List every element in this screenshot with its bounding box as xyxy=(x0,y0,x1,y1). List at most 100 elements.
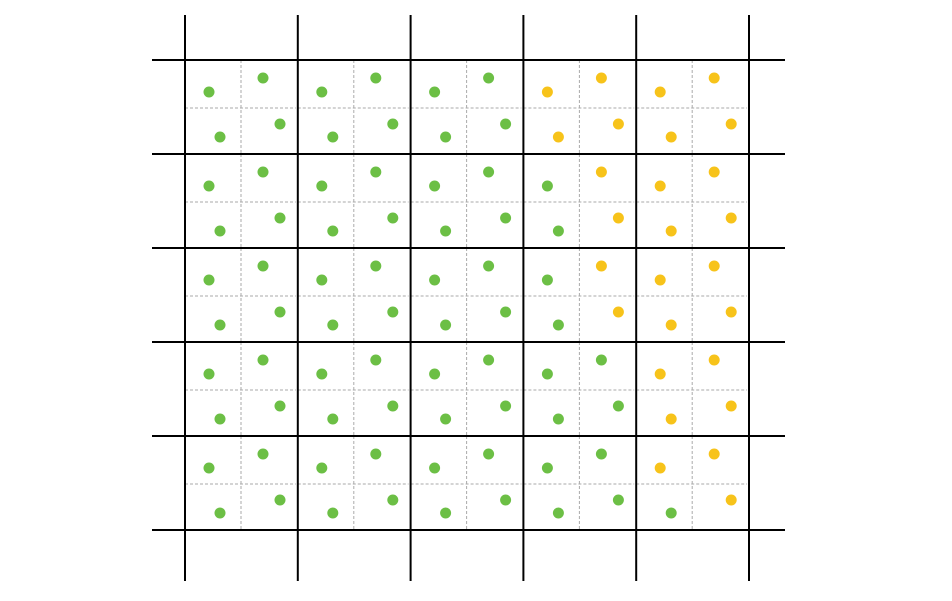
dot xyxy=(500,306,512,318)
dot xyxy=(257,448,269,460)
dot xyxy=(274,494,286,506)
dot xyxy=(440,131,452,143)
dot xyxy=(370,72,382,84)
dot xyxy=(665,413,677,425)
dot xyxy=(725,212,737,224)
dot xyxy=(257,166,269,178)
dot xyxy=(429,86,441,98)
dot xyxy=(429,462,441,474)
dot xyxy=(387,118,399,130)
dot xyxy=(214,131,226,143)
dot xyxy=(370,260,382,272)
dot xyxy=(595,166,607,178)
dot xyxy=(483,260,495,272)
dot xyxy=(257,354,269,366)
dot xyxy=(552,225,564,237)
dot xyxy=(612,494,624,506)
dot xyxy=(203,274,215,286)
dot xyxy=(500,118,512,130)
dot xyxy=(316,368,328,380)
dot xyxy=(203,180,215,192)
dot xyxy=(327,131,339,143)
dot xyxy=(552,507,564,519)
dot xyxy=(429,368,441,380)
dot xyxy=(552,319,564,331)
dot xyxy=(274,400,286,412)
dot xyxy=(214,319,226,331)
dot xyxy=(541,274,553,286)
dot xyxy=(665,319,677,331)
dot xyxy=(725,306,737,318)
dot xyxy=(541,368,553,380)
dot xyxy=(440,225,452,237)
dot xyxy=(327,225,339,237)
dot xyxy=(500,494,512,506)
dot xyxy=(725,494,737,506)
dot xyxy=(708,166,720,178)
dot xyxy=(654,462,666,474)
dot xyxy=(203,368,215,380)
dot xyxy=(552,413,564,425)
dot xyxy=(203,86,215,98)
dot xyxy=(429,274,441,286)
dot xyxy=(483,448,495,460)
dot xyxy=(708,72,720,84)
dot xyxy=(612,118,624,130)
dot xyxy=(274,306,286,318)
dot xyxy=(257,72,269,84)
dot xyxy=(316,180,328,192)
dot xyxy=(654,274,666,286)
dot xyxy=(654,180,666,192)
dot xyxy=(595,260,607,272)
dot xyxy=(483,72,495,84)
dot xyxy=(708,354,720,366)
dot xyxy=(370,448,382,460)
dot xyxy=(316,274,328,286)
dot xyxy=(541,462,553,474)
dot xyxy=(440,413,452,425)
dot xyxy=(483,354,495,366)
dot xyxy=(483,166,495,178)
dot xyxy=(387,306,399,318)
dot xyxy=(316,462,328,474)
dot xyxy=(725,400,737,412)
dot xyxy=(429,180,441,192)
dot xyxy=(274,212,286,224)
dot xyxy=(370,166,382,178)
dot xyxy=(327,507,339,519)
dot xyxy=(500,212,512,224)
dot xyxy=(595,448,607,460)
dot xyxy=(370,354,382,366)
dot xyxy=(595,354,607,366)
dot xyxy=(552,131,564,143)
dot xyxy=(665,131,677,143)
dot xyxy=(665,507,677,519)
dot xyxy=(612,212,624,224)
dot xyxy=(274,118,286,130)
dot xyxy=(612,400,624,412)
dot xyxy=(595,72,607,84)
dot xyxy=(387,400,399,412)
dot xyxy=(387,494,399,506)
dot xyxy=(214,225,226,237)
dot xyxy=(203,462,215,474)
dot xyxy=(725,118,737,130)
dot xyxy=(654,86,666,98)
dot xyxy=(665,225,677,237)
dot xyxy=(316,86,328,98)
dot xyxy=(440,319,452,331)
dot xyxy=(708,260,720,272)
dot xyxy=(257,260,269,272)
dot xyxy=(500,400,512,412)
dot xyxy=(214,413,226,425)
dot xyxy=(708,448,720,460)
dot xyxy=(654,368,666,380)
dot xyxy=(327,319,339,331)
dot xyxy=(440,507,452,519)
dot xyxy=(327,413,339,425)
dot xyxy=(541,86,553,98)
dot xyxy=(612,306,624,318)
dot xyxy=(214,507,226,519)
